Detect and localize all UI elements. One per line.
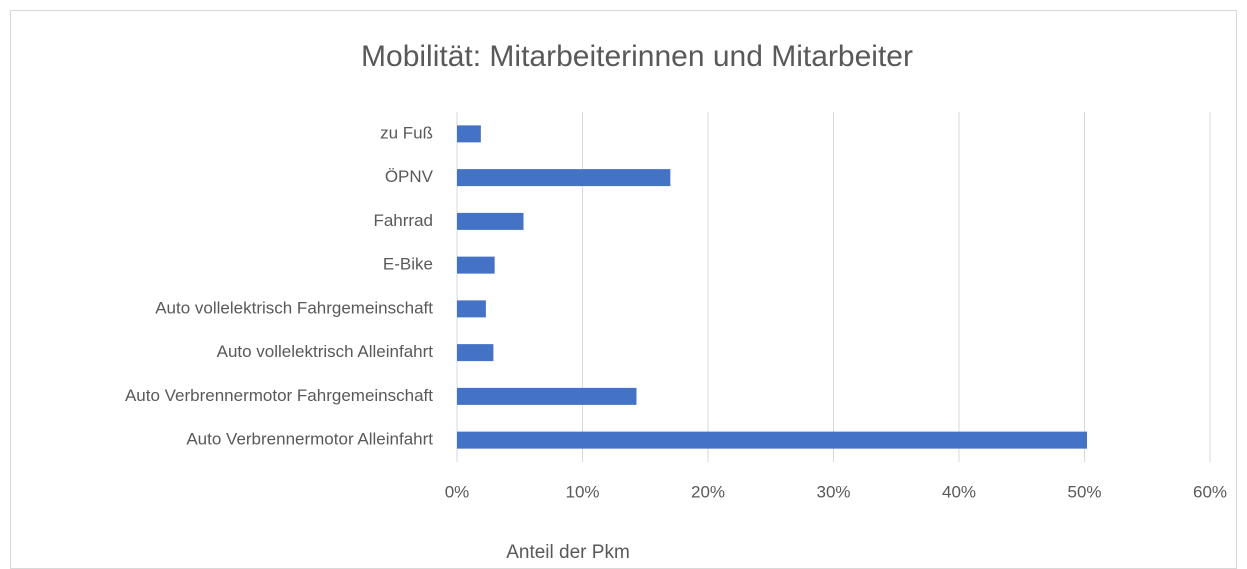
y-tick-label: ÖPNV bbox=[385, 167, 434, 186]
x-axis-label: Anteil der Pkm bbox=[506, 542, 630, 563]
y-tick-label: zu Fuß bbox=[380, 123, 433, 142]
bar bbox=[457, 387, 637, 405]
x-tick-label: 30% bbox=[816, 482, 850, 501]
x-tick-label: 0% bbox=[445, 482, 470, 501]
y-tick-label: Auto vollelektrisch Alleinfahrt bbox=[217, 342, 434, 361]
y-tick-label: Auto vollelektrisch Fahrgemeinschaft bbox=[155, 298, 433, 317]
bar bbox=[457, 125, 481, 143]
y-tick-label: Fahrrad bbox=[373, 211, 433, 230]
x-tick-label: 40% bbox=[942, 482, 976, 501]
bar bbox=[457, 344, 494, 362]
x-tick-label: 50% bbox=[1067, 482, 1101, 501]
bar bbox=[457, 431, 1088, 449]
bar bbox=[457, 256, 495, 274]
chart-frame bbox=[10, 10, 1237, 569]
y-tick-label: Auto Verbrennermotor Fahrgemeinschaft bbox=[125, 386, 433, 405]
bar bbox=[457, 212, 524, 230]
chart-title: Mobilität: Mitarbeiterinnen und Mitarbei… bbox=[361, 40, 913, 73]
x-tick-label: 60% bbox=[1193, 482, 1227, 501]
bar bbox=[457, 300, 486, 318]
y-tick-label: E-Bike bbox=[383, 255, 433, 274]
x-tick-label: 10% bbox=[565, 482, 599, 501]
bar bbox=[457, 169, 671, 187]
x-tick-label: 20% bbox=[691, 482, 725, 501]
y-tick-label: Auto Verbrennermotor Alleinfahrt bbox=[186, 430, 433, 449]
